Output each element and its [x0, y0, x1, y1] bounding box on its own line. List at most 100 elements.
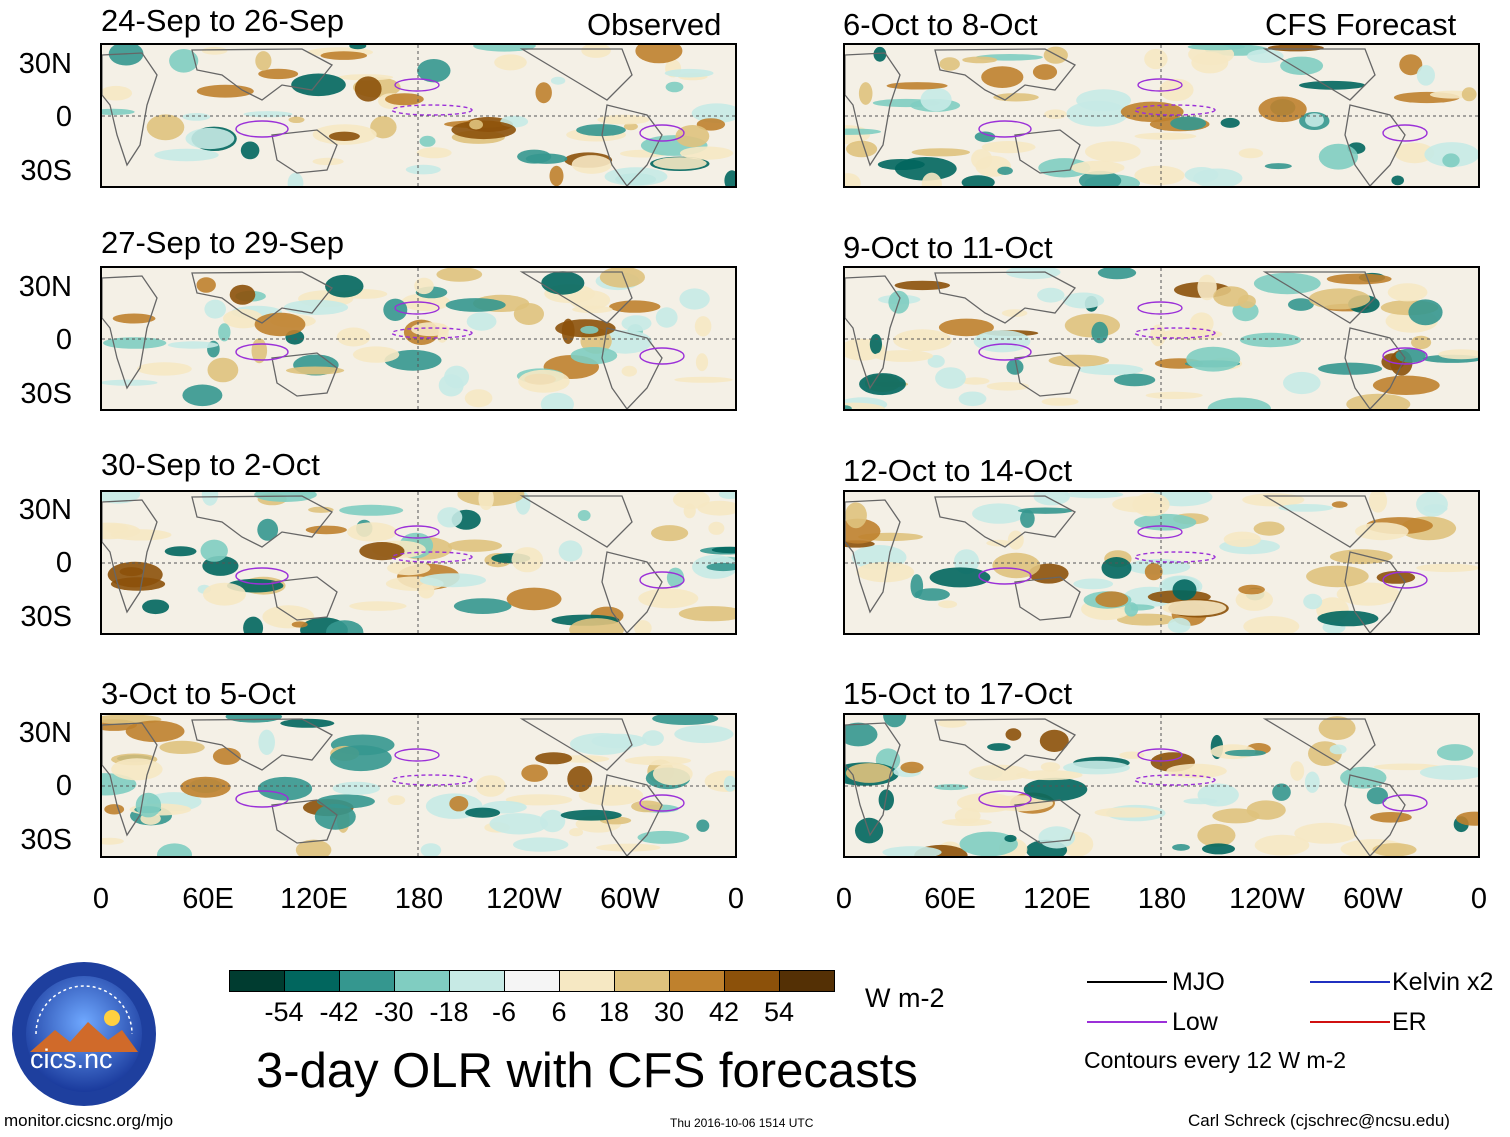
olr-anomaly-blob	[959, 831, 1018, 856]
olr-anomaly-blob	[1366, 787, 1388, 805]
continent-outline	[934, 495, 1076, 548]
olr-anomaly-blob	[1004, 834, 1017, 843]
lon-label-180: 180	[1137, 883, 1187, 915]
olr-anomaly-blob	[638, 588, 699, 609]
olr-anomaly-blob	[971, 149, 993, 170]
olr-anomaly-blob	[469, 119, 483, 130]
continent-outline	[271, 799, 338, 844]
olr-anomaly-blob	[987, 743, 1011, 751]
olr-anomaly-blob	[1197, 274, 1217, 301]
olr-anomaly-blob	[154, 148, 219, 162]
continent-outline	[1344, 551, 1406, 633]
olr-anomaly-blob	[1254, 834, 1310, 856]
olr-anomaly-blob	[968, 764, 1030, 781]
olr-anomaly-blob	[1346, 393, 1411, 409]
olr-anomaly-blob	[678, 606, 735, 622]
olr-anomaly-blob	[1387, 283, 1428, 302]
olr-anomaly-blob	[1078, 170, 1122, 186]
olr-anomaly-blob	[295, 839, 332, 856]
colorbar-swatch	[669, 970, 725, 992]
olr-anomaly-blob	[513, 837, 569, 852]
lon-label-120w: 120W	[1229, 883, 1305, 915]
olr-anomaly-blob	[1399, 54, 1423, 76]
olr-anomaly-blob	[223, 309, 264, 329]
olr-anomaly-blob	[336, 327, 371, 347]
olr-anomaly-blob	[1238, 584, 1265, 595]
olr-anomaly-blob	[201, 492, 219, 506]
low-contour	[1137, 301, 1183, 315]
olr-anomaly-blob	[1017, 507, 1073, 514]
panel-title-obs-1: 24-Sep to 26-Sep	[101, 3, 345, 38]
lat-label-30n: 30N	[18, 271, 72, 303]
olr-anomaly-blob	[941, 818, 992, 826]
olr-anomaly-blob	[961, 175, 995, 186]
olr-anomaly-blob	[845, 502, 867, 529]
olr-anomaly-blob	[1272, 783, 1291, 801]
low-contour	[235, 567, 289, 585]
olr-anomaly-blob	[1150, 324, 1166, 347]
lon-label-120e: 120E	[1023, 883, 1091, 915]
olr-anomaly-blob	[1411, 335, 1432, 350]
olr-anomaly-blob	[308, 506, 334, 513]
olr-anomaly-blob	[621, 365, 637, 377]
lat-label-30n: 30N	[18, 717, 72, 749]
panel-title-obs-4: 3-Oct to 5-Oct	[101, 676, 296, 711]
colorbar-swatch	[559, 970, 615, 992]
olr-anomaly-blob	[1197, 823, 1236, 847]
low-contour	[394, 78, 440, 92]
olr-anomaly-blob	[1132, 493, 1170, 517]
olr-anomaly-blob	[1318, 362, 1383, 375]
olr-anomaly-blob	[1167, 617, 1191, 633]
olr-anomaly-blob	[642, 730, 664, 746]
low-contour	[1382, 571, 1428, 589]
low-contour	[639, 794, 685, 812]
olr-anomaly-blob	[201, 46, 228, 55]
olr-anomaly-blob	[711, 546, 735, 554]
low-contour	[1134, 774, 1216, 786]
low-contour	[394, 301, 440, 315]
colorbar-tick-label: 54	[763, 997, 795, 1027]
lat-label-30n: 30N	[18, 494, 72, 526]
colorbar-tick-label: 42	[708, 997, 740, 1027]
olr-anomaly-blob	[1172, 579, 1197, 601]
lat-label-30s: 30S	[20, 824, 72, 856]
olr-anomaly-blob	[521, 764, 548, 782]
olr-anomaly-blob	[962, 56, 998, 64]
olr-anomaly-blob	[1280, 56, 1324, 75]
lon-label-60e: 60E	[182, 883, 234, 915]
colorbar-swatch	[724, 970, 780, 992]
olr-anomaly-blob	[291, 621, 308, 628]
olr-anomaly-blob	[286, 366, 345, 375]
olr-anomaly-blob	[1134, 132, 1197, 140]
olr-anomaly-blob	[929, 567, 991, 588]
colorbar-swatch	[779, 970, 835, 992]
low-contour	[235, 343, 289, 361]
continent-outline	[601, 104, 663, 186]
low-contour	[391, 327, 473, 339]
legend-line-low	[1087, 1021, 1167, 1023]
panel-title-obs-2: 27-Sep to 29-Sep	[101, 225, 345, 260]
olr-anomaly-blob	[204, 299, 226, 319]
panel-title-fc-1: 6-Oct to 8-Oct	[843, 7, 1038, 42]
olr-anomaly-blob	[464, 389, 493, 408]
olr-anomaly-blob	[280, 718, 335, 728]
lat-label-0: 0	[55, 101, 72, 133]
olr-anomaly-blob	[938, 318, 994, 337]
olr-anomaly-blob	[1224, 749, 1266, 757]
continent-outline	[845, 52, 901, 167]
olr-anomaly-blob	[596, 843, 661, 852]
olr-anomaly-blob	[911, 148, 970, 157]
olr-anomaly-blob	[1134, 165, 1185, 186]
olr-map-fc-4	[843, 713, 1480, 858]
olr-anomaly-blob	[354, 76, 382, 102]
low-contour	[1137, 525, 1183, 539]
olr-anomaly-blob	[1372, 375, 1440, 395]
olr-anomaly-blob	[243, 111, 293, 118]
olr-anomaly-blob	[257, 776, 313, 801]
low-contour	[1137, 748, 1183, 762]
olr-anomaly-blob	[1461, 87, 1477, 102]
olr-anomaly-blob	[972, 503, 1026, 524]
olr-anomaly-blob	[578, 784, 644, 806]
olr-anomaly-blob	[680, 146, 734, 160]
olr-anomaly-blob	[167, 341, 219, 349]
